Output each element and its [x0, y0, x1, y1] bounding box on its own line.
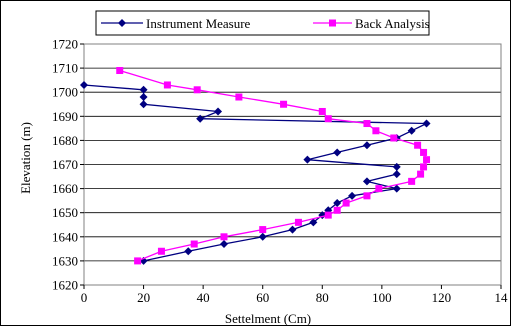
x-tick-label: 14	[495, 290, 509, 305]
data-point	[324, 211, 332, 219]
y-tick-label: 1640	[52, 229, 78, 244]
data-point	[333, 148, 342, 157]
data-point	[392, 184, 401, 193]
data-point	[422, 119, 431, 128]
legend-label-instrument: Instrument Measure	[146, 16, 251, 31]
y-tick-label: 1690	[52, 109, 78, 124]
data-point	[324, 115, 332, 123]
data-point	[116, 67, 124, 75]
y-tick-label: 1720	[52, 37, 78, 52]
data-point	[420, 148, 428, 156]
data-point	[259, 226, 267, 234]
data-point	[417, 170, 425, 178]
x-tick-label: 0	[81, 290, 88, 305]
data-point	[407, 126, 416, 135]
y-tick-label: 1620	[52, 278, 78, 293]
legend-marker-back-analysis	[329, 19, 336, 27]
x-tick-label: 40	[197, 290, 210, 305]
data-point	[235, 93, 243, 101]
data-point	[139, 85, 148, 94]
data-point	[163, 81, 171, 89]
data-point	[392, 170, 401, 179]
data-point	[408, 177, 416, 185]
data-point	[375, 185, 383, 193]
legend-marker-instrument	[118, 19, 126, 27]
data-point	[342, 199, 350, 207]
data-point	[363, 192, 371, 200]
data-point	[134, 257, 142, 265]
x-axis-label: Settelment (Cm)	[225, 311, 311, 326]
data-point	[333, 206, 341, 214]
x-tick-label: 60	[256, 290, 269, 305]
data-point	[390, 134, 398, 142]
data-point	[139, 100, 148, 109]
x-tick-label: 100	[372, 290, 392, 305]
y-tick-label: 1670	[52, 157, 78, 172]
x-axis-ticks: 0 20 40 60 80 100 120 14	[81, 285, 508, 305]
data-point	[318, 107, 326, 115]
data-point	[193, 86, 201, 94]
data-point	[309, 218, 318, 227]
data-point	[363, 120, 371, 128]
data-point	[258, 232, 267, 241]
y-tick-label: 1710	[52, 61, 78, 76]
data-point	[294, 218, 302, 226]
data-point	[392, 162, 401, 171]
data-point	[219, 240, 228, 249]
y-axis-label: Elevation (m)	[18, 122, 33, 194]
y-tick-label: 1630	[52, 253, 78, 268]
data-point	[333, 199, 342, 208]
x-tick-label: 120	[432, 290, 452, 305]
data-point	[80, 80, 88, 89]
legend-box	[95, 10, 430, 36]
data-point	[362, 141, 371, 150]
y-tick-label: 1650	[52, 205, 78, 220]
x-tick-label: 20	[137, 290, 150, 305]
data-point	[303, 155, 312, 164]
data-point	[196, 114, 205, 123]
data-point	[280, 100, 288, 108]
y-tick-label: 1680	[52, 133, 78, 148]
series-layer	[80, 67, 431, 265]
data-point	[420, 163, 428, 171]
data-point	[288, 225, 297, 234]
y-tick-label: 1660	[52, 181, 78, 196]
series-1	[116, 67, 431, 265]
data-point	[372, 127, 380, 135]
data-point	[423, 156, 431, 164]
data-point	[139, 93, 148, 102]
series-0	[80, 80, 431, 265]
data-point	[220, 233, 228, 241]
data-point	[214, 107, 223, 116]
data-point	[190, 240, 198, 248]
data-point	[157, 247, 165, 255]
data-point	[184, 247, 193, 256]
legend: Instrument Measure Back Analysis	[95, 10, 430, 36]
data-point	[362, 177, 371, 186]
y-tick-label: 1700	[52, 85, 78, 100]
legend-label-back-analysis: Back Analysis	[355, 16, 430, 31]
data-point	[414, 141, 422, 149]
data-point	[348, 191, 357, 200]
y-axis-ticks: 1620 1630 1640 1650 1660 1670 1680 1690 1700 1710…	[52, 37, 84, 293]
x-tick-label: 80	[316, 290, 329, 305]
